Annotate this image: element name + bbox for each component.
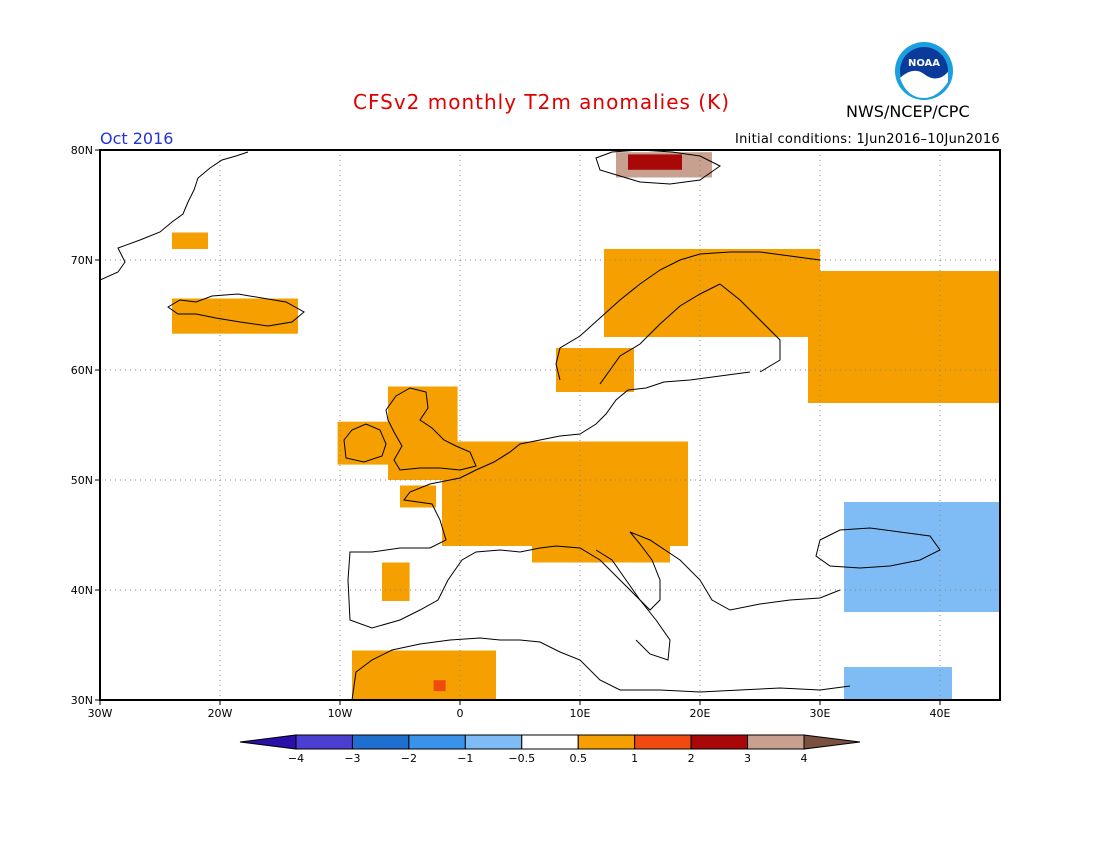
lon-tick-label: 20W xyxy=(208,707,233,720)
graticule xyxy=(95,149,1000,705)
lat-tick-label: 40N xyxy=(71,584,93,597)
colorbar-tick-label: −4 xyxy=(288,752,304,765)
colorbar-swatch xyxy=(521,734,579,750)
black-sea-coast xyxy=(815,527,941,569)
anomaly-region xyxy=(628,154,682,170)
agency-label: NWS/NCEP/CPC xyxy=(846,102,970,121)
anomaly-region xyxy=(844,667,952,700)
colorbar-swatch xyxy=(408,734,466,750)
anomaly-shading xyxy=(172,152,1000,700)
lat-tick-label: 60N xyxy=(71,364,93,377)
lon-tick-label: 40E xyxy=(930,707,951,720)
lat-tick-label: 70N xyxy=(71,254,93,267)
colorbar-swatch xyxy=(577,734,636,750)
lat-tick-label: 30N xyxy=(71,694,93,707)
noaa-logo: NOAA xyxy=(895,42,953,100)
colorbar-tick-label: −3 xyxy=(344,752,360,765)
britain-coast xyxy=(385,387,477,471)
colorbar-swatch xyxy=(690,734,749,750)
initial-conditions-label: Initial conditions: 1Jun2016–10Jun2016 xyxy=(734,132,1000,147)
colorbar-swatch xyxy=(351,734,410,750)
colorbar-tick-label: −1 xyxy=(457,752,473,765)
anomaly-region xyxy=(172,232,208,249)
lon-tick-label: 10W xyxy=(328,707,353,720)
anomaly-region xyxy=(172,298,298,334)
colorbar-tick-label: 1 xyxy=(631,752,638,765)
lat-tick-label: 50N xyxy=(71,474,93,487)
greenland-coast xyxy=(100,151,249,281)
lat-tick-label: 80N xyxy=(71,144,93,157)
colorbar-swatch xyxy=(634,734,692,750)
colorbar-tick-label: −0.5 xyxy=(508,752,535,765)
europe-coast xyxy=(347,371,841,629)
anomaly-region xyxy=(604,249,820,337)
colorbar-swatch xyxy=(295,734,353,750)
anomaly-region xyxy=(844,502,1000,612)
anomaly-region xyxy=(433,680,446,692)
anomaly-region xyxy=(532,524,670,563)
colorbar-swatch xyxy=(747,734,805,750)
lon-tick-label: 10E xyxy=(570,707,591,720)
noaa-logo-text: NOAA xyxy=(908,58,940,69)
anomaly-region xyxy=(400,485,436,508)
month-label: Oct 2016 xyxy=(100,129,174,148)
colorbar-tick-label: 4 xyxy=(801,752,808,765)
coastlines xyxy=(100,150,941,700)
africa-coast xyxy=(351,637,851,700)
colorbar-min-arrow xyxy=(239,734,297,750)
anomaly-region xyxy=(808,271,1000,403)
lon-tick-label: 30E xyxy=(810,707,831,720)
axis-labels: 30N 40N 50N 60N 70N 80N 30W 20W 10W 0 10E 20E 30E 40E xyxy=(71,144,951,720)
lon-tick-label: 30W xyxy=(88,707,113,720)
colorbar-tick-label: −2 xyxy=(401,752,417,765)
italy-coast xyxy=(595,549,671,661)
map-frame xyxy=(99,149,1001,701)
colorbar-tick-label: 3 xyxy=(744,752,751,765)
colorbar-tick-label: 0.5 xyxy=(569,752,587,765)
iceland-coast xyxy=(167,293,305,327)
colorbar: −4 −3 −2 −1 −0.5 0.5 1 2 3 4 xyxy=(239,734,861,765)
lon-tick-label: 0 xyxy=(457,707,464,720)
lon-tick-label: 20E xyxy=(690,707,711,720)
colorbar-max-arrow xyxy=(803,734,861,750)
ireland-coast xyxy=(343,423,387,463)
map-title: CFSv2 monthly T2m anomalies (K) xyxy=(353,90,730,114)
anomaly-region xyxy=(382,562,410,601)
anomaly-region xyxy=(352,650,496,700)
colorbar-tick-label: 2 xyxy=(688,752,695,765)
scandinavia-coast xyxy=(555,251,821,385)
colorbar-swatch xyxy=(464,734,523,750)
